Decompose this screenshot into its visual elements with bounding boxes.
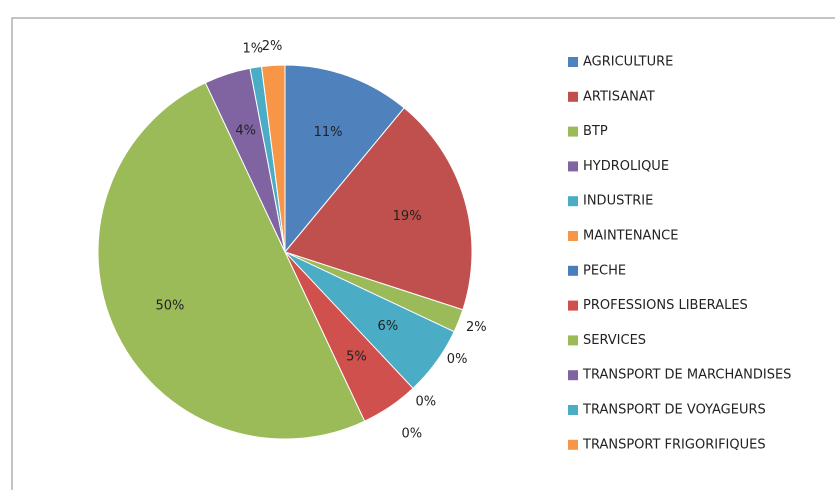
legend-swatch: [568, 126, 578, 137]
legend-swatch: [568, 370, 578, 381]
legend-label: BTP: [583, 124, 608, 139]
legend-label: TRANSPORT DE MARCHANDISES: [582, 368, 791, 383]
pie-slice: [284, 107, 473, 311]
legend-swatch: [568, 405, 578, 415]
legend-swatch: [568, 91, 578, 102]
legend-label: PROFESSIONS LIBERALES: [583, 298, 748, 313]
pie-slice: [97, 82, 366, 440]
data-label: 11%: [314, 125, 343, 140]
legend-label: MAINTENANCE: [583, 229, 678, 244]
data-label: 0%: [401, 426, 422, 441]
legend-label: PECHE: [583, 263, 626, 278]
data-label: 0%: [415, 394, 436, 409]
pie-slice: [284, 64, 405, 254]
legend-swatch: [568, 300, 578, 311]
pie-slice: [261, 64, 286, 253]
legend-label: SERVICES: [583, 333, 646, 348]
legend-swatch: [568, 439, 578, 450]
data-label: 50%: [155, 299, 184, 314]
legend-swatch: [568, 57, 578, 67]
legend-swatch: [568, 335, 578, 346]
data-label: 2%: [466, 320, 487, 335]
legend-swatch: [568, 161, 578, 172]
legend-label: HYDROLIQUE: [583, 159, 669, 174]
legend-label: TRANSPORT DE VOYAGEURS: [582, 403, 766, 418]
legend-label: ARTISANAT: [583, 89, 655, 104]
legend-swatch: [568, 231, 578, 241]
data-label: 19%: [393, 209, 422, 224]
legend-label: TRANSPORT FRIGORIFIQUES: [582, 437, 766, 452]
legend-swatch: [568, 196, 578, 207]
legend-swatch: [568, 265, 578, 276]
legend-label: INDUSTRIE: [583, 194, 653, 209]
data-label: 5%: [346, 350, 367, 365]
data-label: 4%: [235, 124, 256, 139]
data-label: 2%: [262, 39, 283, 54]
data-label: 6%: [378, 319, 399, 334]
legend-label: AGRICULTURE: [583, 55, 673, 70]
data-label: 1%: [243, 41, 264, 56]
data-label: 0%: [447, 352, 468, 367]
